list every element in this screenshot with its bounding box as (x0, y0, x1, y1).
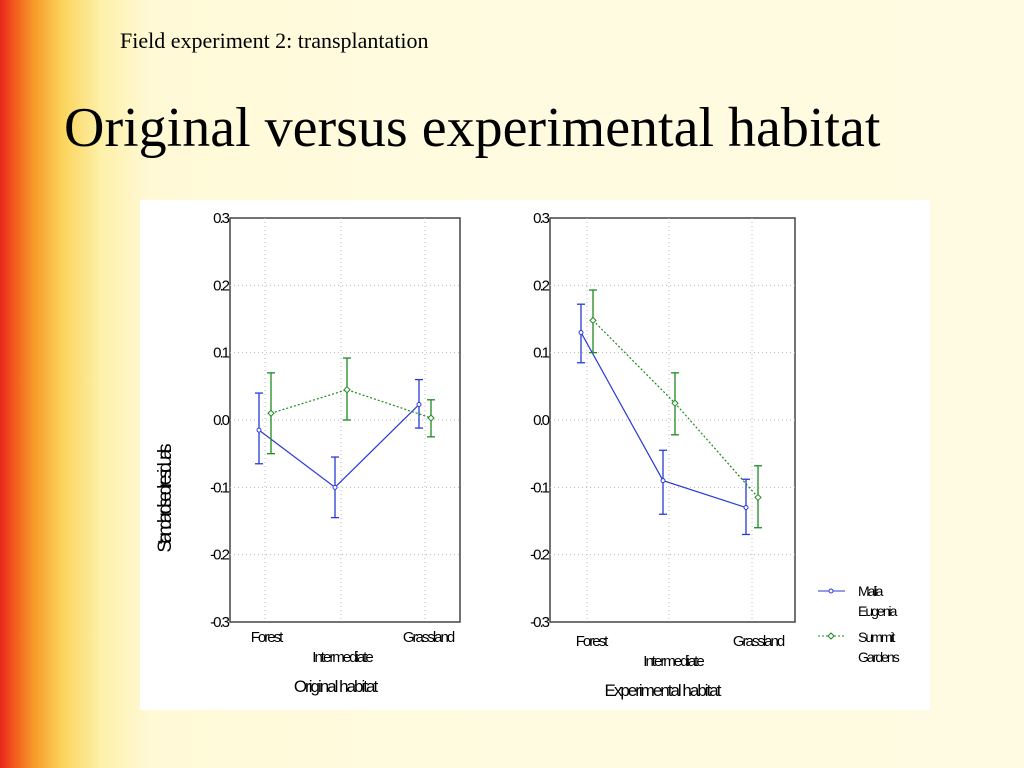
y-tick-label: -0.3 (530, 614, 550, 631)
data-point (589, 316, 597, 325)
data-point (343, 385, 351, 394)
data-point (267, 409, 275, 417)
legend-marker-series1 (828, 588, 834, 594)
x-axis-label: Experimental habitat (605, 681, 722, 700)
x-tick-label: Intermediate (643, 653, 704, 670)
x-tick-label: Forest (251, 629, 284, 646)
y-tick-label: 0.3 (213, 210, 230, 227)
data-point (671, 399, 679, 407)
y-tick-label: -0.1 (210, 479, 230, 496)
legend-label-series1-line1: Malia (858, 583, 884, 599)
data-point (427, 414, 435, 422)
series-line-1 (258, 404, 420, 489)
y-tick-label: 0.1 (533, 345, 550, 362)
legend-marker-series2 (827, 632, 835, 640)
data-point (332, 484, 338, 490)
data-point (743, 505, 749, 511)
chart-panel: Standardised residuals Forest Intermedia… (140, 200, 930, 710)
x-tick-label: Grassland (733, 633, 785, 650)
chart-original-habitat: Standardised residuals Forest Intermedia… (155, 210, 461, 696)
x-tick-label: Grassland (403, 629, 455, 646)
data-point (754, 493, 762, 502)
x-tick-label: Intermediate (312, 649, 373, 666)
data-point (578, 329, 584, 335)
chart-legend: Malia Eugenia Summit Gardens (818, 583, 902, 665)
y-tick-label: -0.2 (210, 547, 230, 564)
data-point (256, 427, 262, 433)
legend-label-series2-line2: Gardens (858, 649, 900, 665)
charts-svg: Standardised residuals Forest Intermedia… (155, 210, 902, 700)
y-axis-label: Standardised residuals (155, 444, 176, 553)
legend-label-series1-line2: Eugenia (858, 603, 898, 619)
y-tick-label: 0.0 (213, 412, 230, 429)
legend-label-series2-line1: Summit (858, 629, 896, 645)
y-tick-label: -0.2 (530, 547, 550, 564)
y-tick-label: 0.3 (533, 210, 550, 227)
data-point (416, 402, 422, 408)
y-tick-label: 0.2 (533, 277, 550, 294)
chart-experimental-habitat: Forest Intermediate Grassland Experiment… (530, 210, 796, 700)
y-tick-label: 0.0 (533, 412, 550, 429)
x-axis-label: Original habitat (294, 677, 379, 696)
data-point (660, 478, 666, 484)
y-tick-label: -0.3 (210, 614, 230, 631)
x-tick-label: Forest (576, 633, 609, 650)
series-line-2 (270, 389, 432, 419)
y-tick-label: 0.2 (213, 277, 230, 294)
y-tick-label: 0.1 (213, 345, 230, 362)
y-tick-label: -0.1 (530, 479, 550, 496)
slide-title: Original versus experimental habitat (64, 97, 881, 159)
slide-subtitle: Field experiment 2: transplantation (120, 28, 429, 53)
